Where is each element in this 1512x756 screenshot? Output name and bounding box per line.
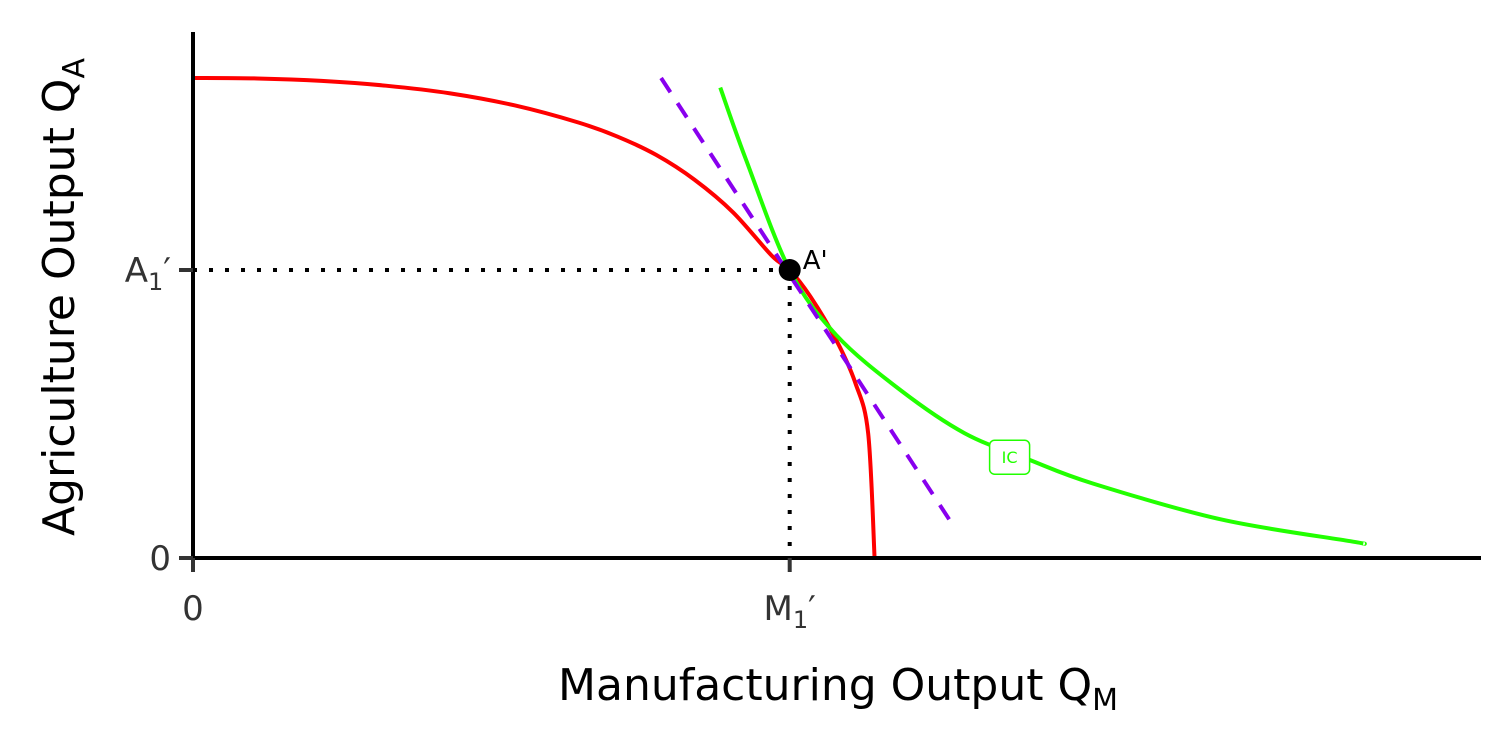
- point-marker: [778, 259, 801, 281]
- guide-lines-layer: [193, 268, 792, 558]
- labels-layer: IC Manufacturing Output QM Agriculture Out…: [34, 58, 1118, 718]
- curve-label-box: [988, 439, 1031, 475]
- ticks-layer: 0 M1′ 0 A1′: [125, 251, 816, 634]
- axes-layer: [191, 32, 1481, 560]
- y-tick-label-1: A1′: [125, 251, 171, 296]
- y-axis-title: Agriculture Output QA: [34, 58, 92, 536]
- point-label: A': [803, 246, 828, 276]
- x-axis-title: Manufacturing Output QM: [558, 660, 1118, 718]
- x-tick-label-0: 0: [182, 589, 204, 629]
- curve-label: IC: [1002, 448, 1018, 467]
- points-layer: A': [778, 246, 828, 281]
- series-ppf: [192, 76, 877, 559]
- series-layer: [192, 76, 1367, 559]
- x-tick-label-1: M1′: [764, 589, 816, 634]
- y-tick-label-0: 0: [149, 539, 171, 579]
- series-indifference-curve: [718, 86, 1367, 546]
